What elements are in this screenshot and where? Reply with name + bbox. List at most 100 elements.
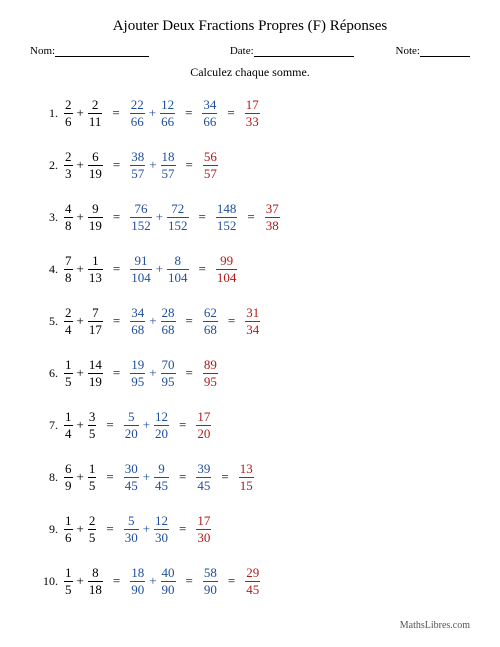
fraction-b: 919 <box>88 202 103 232</box>
page-title: Ajouter Deux Fractions Propres (F) Répon… <box>30 18 470 35</box>
equals-sign: = <box>176 365 203 381</box>
plus-sign: + <box>73 313 88 329</box>
denominator: 90 <box>161 583 176 597</box>
fraction-answer: 99104 <box>216 254 238 284</box>
problem-row: 1.26+211=2266+1266=3466=1733 <box>36 94 470 132</box>
numerator: 18 <box>130 566 145 580</box>
numerator: 13 <box>239 462 254 476</box>
equals-sign: = <box>103 573 130 589</box>
numerator: 30 <box>124 462 139 476</box>
denominator: 19 <box>88 219 103 233</box>
denominator: 4 <box>64 427 73 441</box>
plus-sign: + <box>139 469 154 485</box>
numerator: 72 <box>170 202 185 216</box>
numerator: 89 <box>203 358 218 372</box>
numerator: 9 <box>91 202 100 216</box>
denominator: 5 <box>88 531 97 545</box>
numerator: 7 <box>64 254 73 268</box>
denominator: 30 <box>154 531 169 545</box>
denominator: 20 <box>154 427 169 441</box>
plus-sign: + <box>145 105 160 121</box>
denominator: 38 <box>265 219 280 233</box>
numerator: 12 <box>154 514 169 528</box>
plus-sign: + <box>145 365 160 381</box>
denominator: 68 <box>203 323 218 337</box>
equals-sign: = <box>103 209 130 225</box>
fraction-answer: 1730 <box>196 514 211 544</box>
fraction-step1: 2266 <box>130 98 145 128</box>
denominator: 152 <box>216 219 238 233</box>
numerator: 34 <box>130 306 145 320</box>
denominator: 90 <box>203 583 218 597</box>
denominator: 30 <box>124 531 139 545</box>
denominator: 57 <box>203 167 218 181</box>
equals-sign: = <box>237 209 264 225</box>
denominator: 8 <box>64 271 73 285</box>
equals-sign: = <box>169 417 196 433</box>
plus-sign: + <box>73 261 88 277</box>
numerator: 1 <box>64 514 73 528</box>
equals-sign: = <box>218 573 245 589</box>
fraction-step2: 945 <box>154 462 169 492</box>
denominator: 57 <box>161 167 176 181</box>
denominator: 5 <box>64 583 73 597</box>
denominator: 4 <box>64 323 73 337</box>
fraction-a: 14 <box>64 410 73 440</box>
numerator: 9 <box>157 462 166 476</box>
denominator: 34 <box>245 323 260 337</box>
numerator: 37 <box>265 202 280 216</box>
numerator: 4 <box>64 202 73 216</box>
equals-sign: = <box>217 105 244 121</box>
problem-row: 2.23+619=3857+1857=5657 <box>36 146 470 184</box>
numerator: 2 <box>64 150 73 164</box>
numerator: 91 <box>133 254 148 268</box>
fraction-sum: 3945 <box>196 462 211 492</box>
numerator: 19 <box>130 358 145 372</box>
denominator: 3 <box>64 167 73 181</box>
denominator: 20 <box>196 427 211 441</box>
numerator: 1 <box>64 410 73 424</box>
denominator: 45 <box>196 479 211 493</box>
fraction-step2: 1857 <box>161 150 176 180</box>
numerator: 5 <box>127 410 136 424</box>
numerator: 40 <box>161 566 176 580</box>
fraction-b: 619 <box>88 150 103 180</box>
note-label: Note: <box>396 45 420 57</box>
numerator: 7 <box>91 306 100 320</box>
numerator: 5 <box>127 514 136 528</box>
problems-list: 1.26+211=2266+1266=3466=17332.23+619=385… <box>30 94 470 600</box>
fraction-b: 15 <box>88 462 97 492</box>
numerator: 17 <box>196 514 211 528</box>
denominator: 57 <box>130 167 145 181</box>
numerator: 31 <box>245 306 260 320</box>
plus-sign: + <box>152 261 167 277</box>
numerator: 70 <box>161 358 176 372</box>
equals-sign: = <box>211 469 238 485</box>
fraction-answer: 1733 <box>245 98 260 128</box>
numerator: 28 <box>161 306 176 320</box>
denominator: 104 <box>216 271 238 285</box>
denominator: 11 <box>88 115 103 129</box>
fraction-step2: 1230 <box>154 514 169 544</box>
numerator: 8 <box>174 254 183 268</box>
problem-row: 9.16+25=530+1230=1730 <box>36 510 470 548</box>
fraction-b: 25 <box>88 514 97 544</box>
equals-sign: = <box>169 469 196 485</box>
date-field: Date: <box>230 45 354 57</box>
fraction-b: 211 <box>88 98 103 128</box>
fraction-step1: 1890 <box>130 566 145 596</box>
numerator: 2 <box>64 306 73 320</box>
fraction-step1: 1995 <box>130 358 145 388</box>
numerator: 1 <box>64 566 73 580</box>
fraction-answer: 3134 <box>245 306 260 336</box>
plus-sign: + <box>139 417 154 433</box>
fraction-a: 48 <box>64 202 73 232</box>
denominator: 104 <box>130 271 152 285</box>
denominator: 5 <box>88 479 97 493</box>
fraction-a: 23 <box>64 150 73 180</box>
denominator: 66 <box>130 115 145 129</box>
fraction-step1: 520 <box>124 410 139 440</box>
denominator: 6 <box>64 531 73 545</box>
fraction-step2: 1266 <box>160 98 175 128</box>
numerator: 22 <box>130 98 145 112</box>
